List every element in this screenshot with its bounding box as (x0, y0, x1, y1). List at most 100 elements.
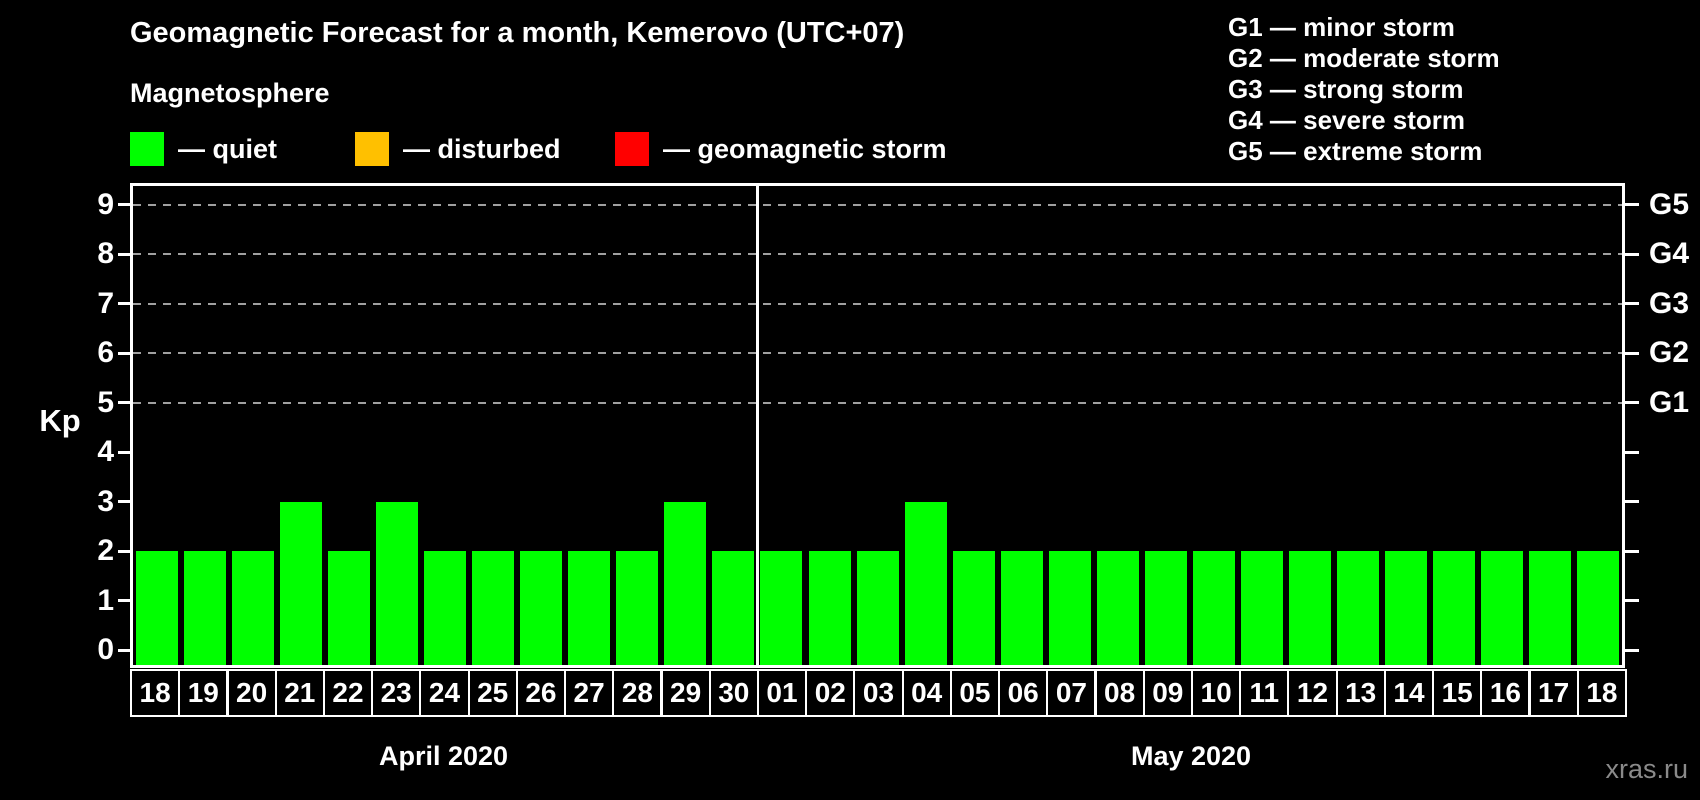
date-cell: 20 (226, 669, 277, 717)
date-cell: 05 (949, 669, 1000, 717)
legend-item-disturbed: — disturbed (355, 132, 561, 166)
y-tick-label: 1 (97, 583, 114, 617)
left-tick (118, 549, 130, 553)
kp-bar (664, 501, 707, 665)
kp-bar (904, 501, 947, 665)
kp-bar (1480, 551, 1523, 665)
watermark: xras.ru (1605, 754, 1688, 784)
date-cell: 08 (1094, 669, 1145, 717)
g-level-label-g1: G1 (1649, 385, 1690, 419)
right-tick (1625, 648, 1639, 652)
month-label: May 2020 (1130, 741, 1252, 771)
quiet-color-swatch (130, 132, 164, 166)
kp-bar (424, 551, 467, 665)
date-cell: 22 (322, 669, 374, 717)
kp-bar (1432, 551, 1475, 665)
date-cell: 07 (1046, 669, 1097, 717)
magnetosphere-label: Magnetosphere (130, 78, 330, 108)
date-cell: 30 (708, 669, 759, 717)
storm-scale-g5: G5 — extreme storm (1228, 136, 1483, 166)
date-cell: 19 (178, 669, 229, 717)
right-tick (1625, 450, 1639, 454)
date-cell: 28 (612, 669, 663, 717)
kp-bar (1240, 551, 1283, 665)
kp-bar (520, 551, 563, 665)
legend-label-quiet: — quiet (178, 134, 277, 164)
date-cell: 18 (130, 669, 181, 717)
legend-label-storm: — geomagnetic storm (663, 134, 947, 164)
gridline-kp8 (133, 253, 1622, 255)
right-tick (1625, 203, 1639, 206)
kp-bar (136, 551, 178, 665)
kp-bar (1336, 551, 1379, 665)
date-cell: 10 (1191, 669, 1242, 717)
left-tick (118, 401, 130, 404)
kp-bar (952, 551, 995, 665)
right-tick (1625, 599, 1639, 602)
kp-bar (1000, 551, 1043, 665)
y-tick-label: 6 (97, 336, 114, 369)
date-cell: 25 (467, 669, 518, 717)
kp-bar (472, 551, 515, 665)
date-cell: 23 (371, 669, 422, 717)
kp-bar (568, 551, 611, 665)
y-tick-label: 7 (97, 286, 114, 320)
kp-bar (184, 551, 226, 665)
g-level-label-g4: G4 (1649, 237, 1690, 270)
date-cell: 02 (805, 669, 856, 717)
y-tick-label: 9 (97, 187, 114, 221)
kp-bar (1048, 551, 1091, 665)
kp-bar (1528, 551, 1571, 665)
date-cell: 24 (419, 669, 470, 717)
kp-bar (1577, 551, 1619, 665)
kp-bar (280, 501, 323, 665)
kp-bar (232, 551, 275, 665)
date-cell: 06 (998, 669, 1049, 717)
y-tick-label: 5 (97, 385, 114, 419)
left-tick (118, 203, 130, 206)
plot-area (130, 183, 1625, 668)
kp-bar (376, 501, 419, 665)
gridline-kp5 (133, 401, 1622, 404)
y-axis-label: Kp (39, 403, 81, 439)
date-cell: 12 (1287, 669, 1338, 717)
left-tick (118, 450, 130, 454)
storm-scale-g2: G2 — moderate storm (1228, 43, 1500, 73)
right-tick (1625, 401, 1639, 404)
y-tick-label: 2 (97, 534, 114, 567)
date-cell: 17 (1528, 669, 1579, 717)
date-cell: 11 (1239, 669, 1290, 717)
left-tick (118, 648, 130, 652)
gridline-kp9 (133, 203, 1622, 206)
right-tick (1625, 302, 1639, 305)
y-tick-label: 3 (97, 484, 114, 518)
legend-label-disturbed: — disturbed (403, 134, 561, 164)
kp-bar (808, 551, 851, 665)
date-cell: 26 (515, 669, 566, 717)
date-cell: 29 (660, 669, 711, 717)
right-tick (1625, 500, 1639, 503)
page-title: Geomagnetic Forecast for a month, Kemero… (130, 17, 905, 49)
date-cell: 16 (1480, 669, 1531, 717)
date-cell: 14 (1383, 669, 1435, 717)
month-separator (755, 186, 759, 665)
storm-color-swatch (615, 132, 649, 166)
kp-bar (1144, 551, 1187, 665)
kp-bar (856, 551, 899, 665)
y-tick-label: 8 (97, 237, 114, 270)
g-level-label-g3: G3 (1649, 286, 1690, 320)
kp-bar (760, 551, 803, 665)
date-cell: 09 (1142, 669, 1193, 717)
month-label: April 2020 (378, 741, 509, 771)
kp-bar (328, 551, 371, 665)
left-tick (118, 252, 130, 256)
left-tick (118, 302, 130, 305)
disturbed-color-swatch (355, 132, 389, 166)
storm-scale-g4: G4 — severe storm (1228, 105, 1466, 135)
left-tick (118, 599, 130, 602)
kp-bar (616, 551, 659, 665)
y-tick-label: 0 (97, 633, 114, 666)
g-level-label-g2: G2 (1649, 336, 1690, 369)
legend-item-storm: — geomagnetic storm (615, 132, 947, 166)
